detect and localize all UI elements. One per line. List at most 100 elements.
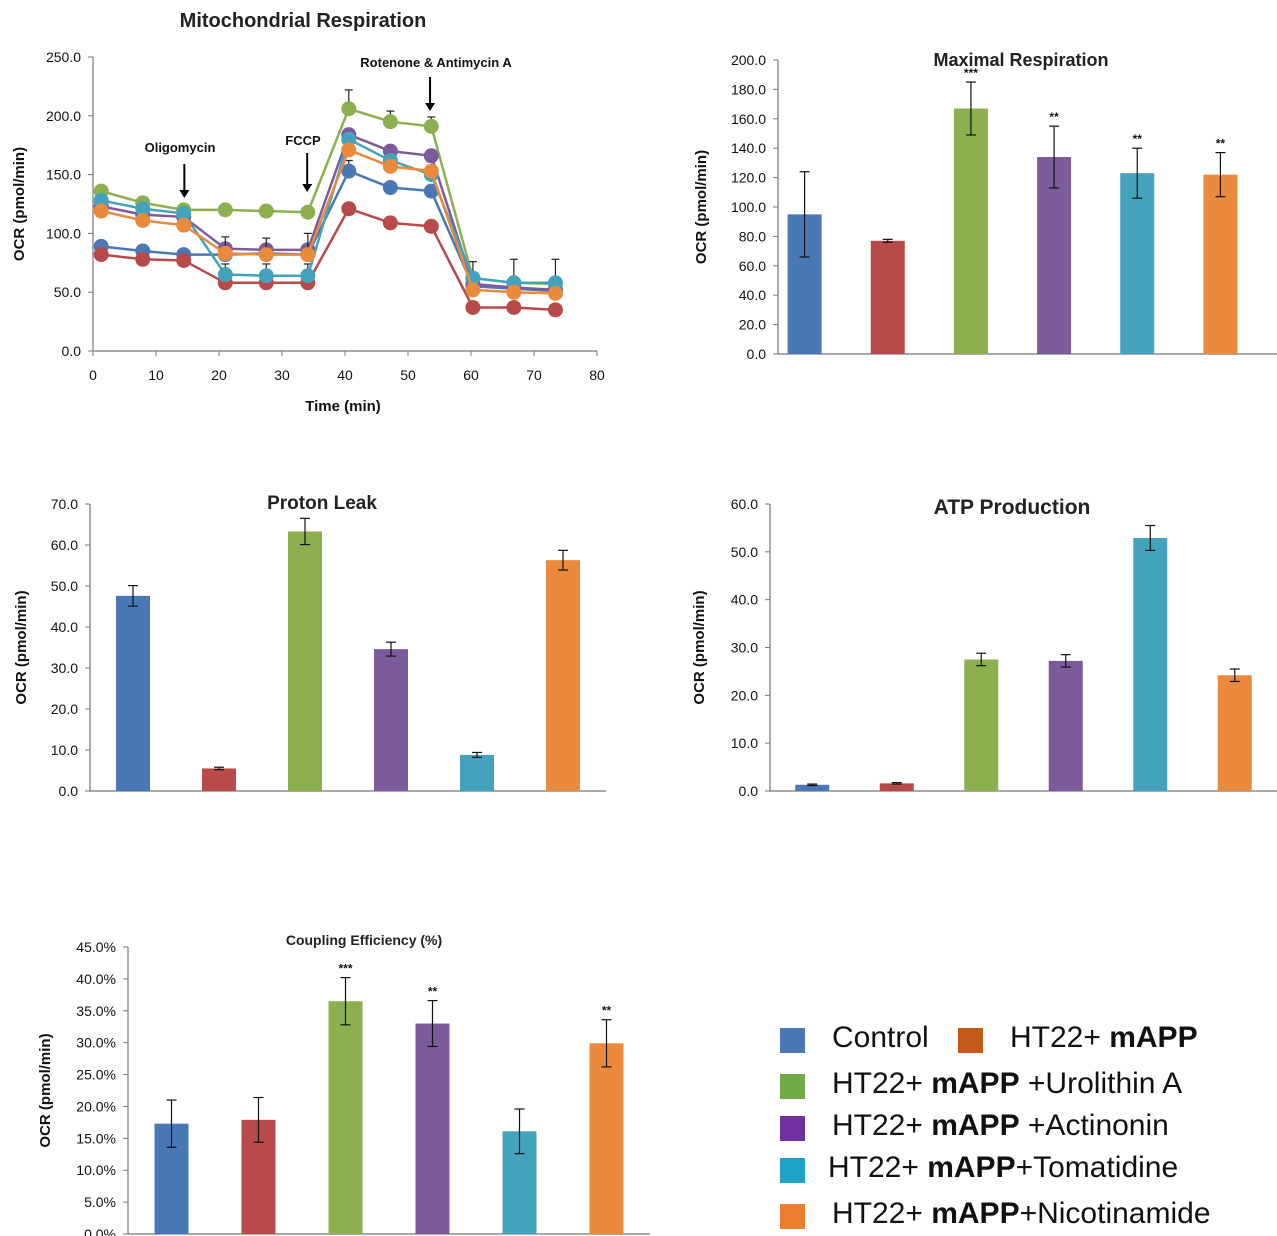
chart-title: ATP Production xyxy=(934,496,1091,519)
injection-label: FCCP xyxy=(285,133,321,148)
data-point xyxy=(506,299,522,315)
y-tick-label: 20.0 xyxy=(731,687,758,703)
chart-0: Mitochondrial Respiration 0.0 50.0 100.0 150… xyxy=(11,10,605,415)
bar-control xyxy=(116,595,150,791)
y-tick-label: 15.0% xyxy=(76,1130,116,1146)
y-axis-label: OCR (pmol/min) xyxy=(13,590,30,704)
significance-marker: ** xyxy=(1049,110,1059,124)
y-tick-label: 0.0 xyxy=(747,346,767,362)
bar-nicotinamide xyxy=(546,560,580,791)
y-tick-label: 40.0 xyxy=(731,592,758,608)
significance-marker: ** xyxy=(602,1004,612,1018)
bar-actinonin xyxy=(415,1023,450,1234)
y-tick-label: 50.0 xyxy=(54,284,81,300)
legend-label-tomatidine: HT22+ mAPP+Tomatidine xyxy=(828,1151,1179,1184)
data-point xyxy=(382,158,398,174)
series-control xyxy=(93,159,563,299)
bar-actinonin xyxy=(1037,157,1072,354)
y-axis-label: OCR (pmol/min) xyxy=(691,590,708,704)
data-point xyxy=(423,183,439,199)
data-point xyxy=(217,267,233,283)
data-point xyxy=(423,218,439,234)
y-tick-label: 150.0 xyxy=(46,167,81,183)
x-axis-label: Time (min) xyxy=(305,398,381,415)
data-point xyxy=(341,101,357,117)
significance-marker: *** xyxy=(338,962,352,976)
data-point xyxy=(382,215,398,231)
series-nicotinamide xyxy=(93,142,563,301)
y-tick-label: 200.0 xyxy=(731,52,766,68)
data-point xyxy=(300,268,316,284)
y-tick-label: 70.0 xyxy=(51,496,78,512)
y-tick-label: 10.0 xyxy=(51,742,78,758)
bar-tomatidine xyxy=(1133,537,1168,791)
x-tick-label: 40 xyxy=(337,367,353,383)
data-point xyxy=(465,282,481,298)
legend-label-mapp: HT22+ mAPP xyxy=(1010,1021,1198,1054)
data-point xyxy=(465,299,481,315)
data-point xyxy=(341,142,357,158)
bar-mapp xyxy=(202,768,236,791)
y-tick-label: 60.0 xyxy=(731,496,758,512)
data-point xyxy=(217,202,233,218)
data-point xyxy=(382,180,398,196)
bar-nicotinamide xyxy=(1203,174,1238,354)
legend-swatch-control xyxy=(780,1028,805,1053)
significance-marker: *** xyxy=(964,66,978,80)
injection-label: Rotenone & Antimycin A xyxy=(360,55,512,70)
y-tick-label: 30.0 xyxy=(731,640,758,656)
y-tick-label: 10.0% xyxy=(76,1162,116,1178)
chart-3: ATP Production 0.0 10.0 20.0 30.0 40.0 50.0 60.… xyxy=(691,496,1277,799)
series-line xyxy=(100,148,556,295)
y-tick-label: 60.0 xyxy=(51,537,78,553)
y-tick-label: 0.0% xyxy=(84,1226,116,1236)
y-tick-label: 20.0% xyxy=(76,1098,116,1114)
significance-marker: ** xyxy=(428,985,438,999)
data-point xyxy=(93,192,109,208)
y-axis-label: OCR (pmol/min) xyxy=(37,1033,54,1147)
data-point xyxy=(341,163,357,179)
legend-swatch-tomatidine xyxy=(780,1158,805,1183)
y-tick-label: 60.0 xyxy=(739,258,766,274)
bar-nicotinamide xyxy=(589,1043,624,1234)
data-point xyxy=(341,131,357,147)
injection-arrowhead xyxy=(179,190,190,198)
y-axis-label: OCR (pmol/min) xyxy=(11,147,28,261)
y-tick-label: 40.0 xyxy=(739,287,766,303)
data-point xyxy=(135,212,151,228)
x-tick-label: 10 xyxy=(148,367,164,383)
bar-urolithin xyxy=(328,1001,363,1234)
significance-marker: ** xyxy=(1133,132,1143,146)
legend-swatch-urolithin xyxy=(780,1074,805,1099)
chart-title: Mitochondrial Respiration xyxy=(180,10,427,32)
series-line xyxy=(100,107,556,286)
y-tick-label: 0.0 xyxy=(739,783,759,799)
bar-urolithin xyxy=(964,659,999,791)
y-tick-label: 40.0 xyxy=(51,619,78,635)
chart-title: Proton Leak xyxy=(267,493,377,514)
legend-label-urolithin: HT22+ mAPP +Urolithin A xyxy=(832,1067,1183,1100)
bar-actinonin xyxy=(374,649,408,791)
bar-nicotinamide xyxy=(1217,675,1252,791)
y-tick-label: 30.0% xyxy=(76,1035,116,1051)
y-tick-label: 40.0% xyxy=(76,971,116,987)
bar-mapp xyxy=(879,783,914,791)
legend-label-control: Control xyxy=(832,1021,929,1054)
bar-tomatidine xyxy=(460,754,494,791)
chart-title: Maximal Respiration xyxy=(933,50,1108,70)
series-mapp xyxy=(93,201,563,318)
y-tick-label: 160.0 xyxy=(731,111,766,127)
y-tick-label: 140.0 xyxy=(731,140,766,156)
data-point xyxy=(506,284,522,300)
y-tick-label: 5.0% xyxy=(84,1194,116,1210)
chart-title: Coupling Efficiency (%) xyxy=(286,932,442,948)
data-point xyxy=(135,251,151,267)
legend-label-actinonin: HT22+ mAPP +Actinonin xyxy=(832,1109,1169,1142)
data-point xyxy=(176,205,192,221)
data-point xyxy=(547,285,563,301)
y-tick-label: 80.0 xyxy=(739,228,766,244)
data-point xyxy=(423,163,439,179)
bar-urolithin xyxy=(953,108,988,354)
legend-label-nicotinamide: HT22+ mAPP+Nicotinamide xyxy=(832,1197,1211,1230)
